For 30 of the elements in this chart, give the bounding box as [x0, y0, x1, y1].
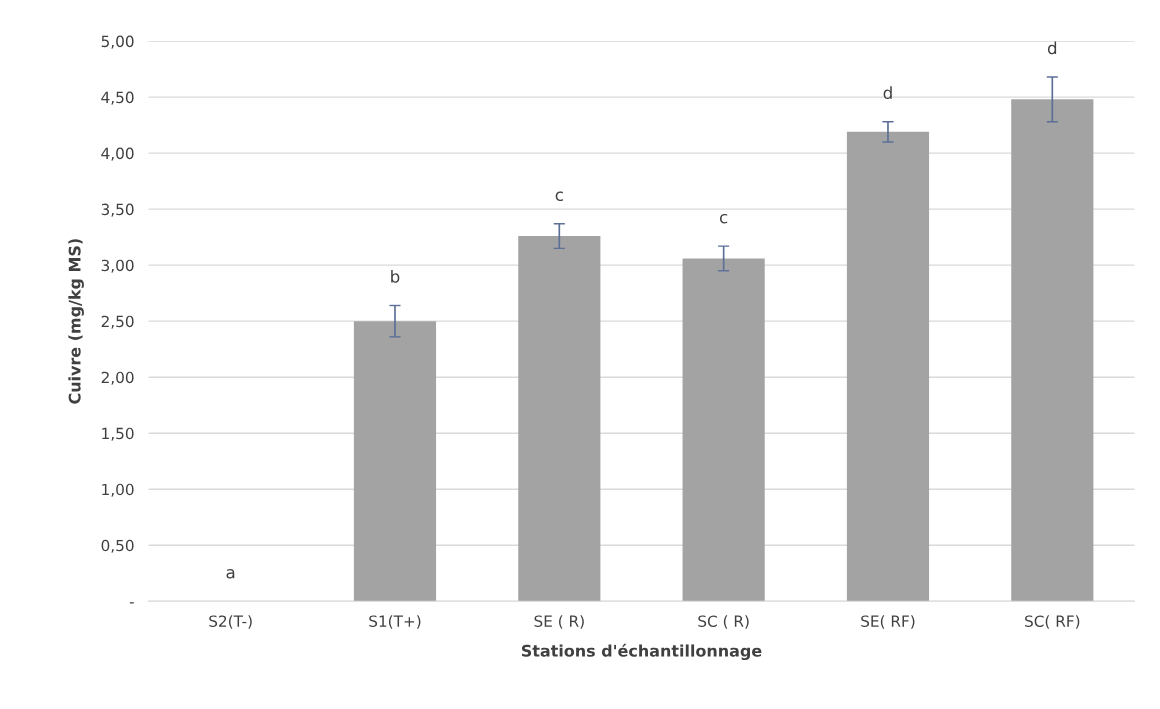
y-tick-label: 5,00: [101, 35, 134, 49]
y-tick-label: 1,00: [102, 483, 134, 497]
annotation: c: [719, 213, 728, 224]
y-tick-label: 1,50: [102, 427, 134, 441]
y-tick-label: 2,00: [101, 371, 134, 385]
y-tick-label: 0,50: [101, 539, 134, 553]
annotation: d: [883, 86, 892, 100]
annotation: d: [1047, 41, 1057, 55]
bar: [518, 236, 601, 602]
x-tick-label: SC ( R): [698, 615, 749, 629]
annotation: b: [391, 269, 400, 283]
y-tick-label: 4,00: [101, 147, 134, 161]
x-tick-label: SE( RF): [861, 615, 915, 629]
x-tick-label: SE ( R): [534, 615, 584, 629]
y-axis-title: Cuivre (mg/kg MS): [68, 239, 84, 404]
bar: [682, 258, 765, 602]
bar: [846, 131, 930, 602]
x-axis-title: Stations d'échantillonnage: [521, 643, 762, 661]
x-tick-label: SC( RF): [1025, 615, 1080, 629]
y-tick-label: 3,50: [101, 203, 134, 217]
y-tick-label: 3,00: [101, 259, 134, 273]
annotation: c: [555, 191, 563, 202]
annotation: a: [226, 568, 235, 579]
x-tick-label: S2(T-): [209, 615, 252, 629]
x-tick-label: S1(T+): [369, 615, 421, 629]
y-tick-label: 2,50: [101, 315, 134, 329]
bar: [353, 321, 437, 602]
bar: [1011, 99, 1094, 602]
y-tick-label: -: [129, 602, 134, 604]
y-tick-label: 4,50: [101, 91, 134, 105]
